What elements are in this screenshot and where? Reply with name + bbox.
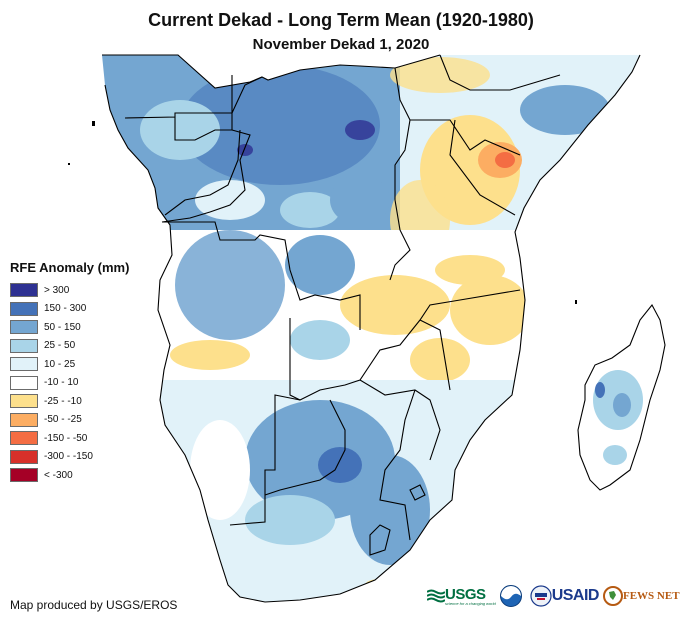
- legend-swatch: [10, 431, 38, 446]
- legend-item: 150 - 300: [10, 300, 129, 319]
- legend-item: -300 - -150: [10, 448, 129, 467]
- legend-item: -50 - -25: [10, 411, 129, 430]
- noaa-emblem-icon: [499, 585, 522, 607]
- legend-label: -50 - -25: [44, 414, 82, 426]
- noaa-logo: [499, 585, 522, 607]
- legend-item: > 300: [10, 281, 129, 300]
- country-borders: [102, 54, 666, 603]
- islands: [68, 121, 577, 304]
- usaid-logo: USAID: [530, 585, 599, 607]
- logo-strip: USGS science for a changing world USAID …: [427, 585, 680, 607]
- legend-swatch: [10, 412, 38, 427]
- legend-label: 25 - 50: [44, 340, 76, 352]
- usgs-logo: USGS science for a changing world: [427, 587, 496, 606]
- legend-item: 50 - 150: [10, 318, 129, 337]
- fews-globe-icon: [602, 586, 623, 606]
- legend-swatch: [10, 375, 38, 390]
- legend-label: -10 - 10: [44, 377, 79, 389]
- eswatini-border: [409, 484, 426, 501]
- map-credit: Map produced by USGS/EROS: [10, 598, 178, 612]
- usaid-seal-icon: [530, 585, 552, 607]
- coastline: [102, 54, 641, 603]
- legend: RFE Anomaly (mm) > 300 150 - 300 50 - 150 2…: [10, 260, 129, 485]
- legend-label: 150 - 300: [44, 303, 87, 315]
- legend-label: > 300: [44, 284, 70, 296]
- lesotho-border: [369, 524, 391, 556]
- legend-label: < -300: [44, 469, 73, 481]
- legend-item: < -300: [10, 466, 129, 485]
- legend-swatch: [10, 449, 38, 464]
- usgs-wave-icon: [427, 589, 445, 603]
- legend-item: -25 - -10: [10, 392, 129, 411]
- legend-label: -25 - -10: [44, 395, 82, 407]
- legend-swatch: [10, 468, 38, 483]
- map-subtitle: November Dekad 1, 2020: [252, 36, 430, 53]
- fews-net-logo: FEWS NET: [602, 586, 680, 606]
- map-title: Current Dekad - Long Term Mean (1920-198…: [148, 10, 534, 30]
- madagascar-coastline: [577, 304, 666, 491]
- legend-swatch: [10, 283, 38, 298]
- legend-swatch: [10, 394, 38, 409]
- legend-label: -300 - -150: [44, 451, 93, 463]
- legend-item: -150 - -50: [10, 429, 129, 448]
- legend-item: 25 - 50: [10, 337, 129, 356]
- legend-label: 50 - 150: [44, 321, 81, 333]
- legend-swatch: [10, 357, 38, 372]
- legend-swatch: [10, 338, 38, 353]
- legend-item: -10 - 10: [10, 374, 129, 393]
- legend-label: -150 - -50: [44, 432, 88, 444]
- legend-swatch: [10, 320, 38, 335]
- legend-label: 10 - 25: [44, 358, 76, 370]
- legend-title: RFE Anomaly (mm): [10, 260, 130, 275]
- legend-item: 10 - 25: [10, 355, 129, 374]
- legend-swatch: [10, 301, 38, 316]
